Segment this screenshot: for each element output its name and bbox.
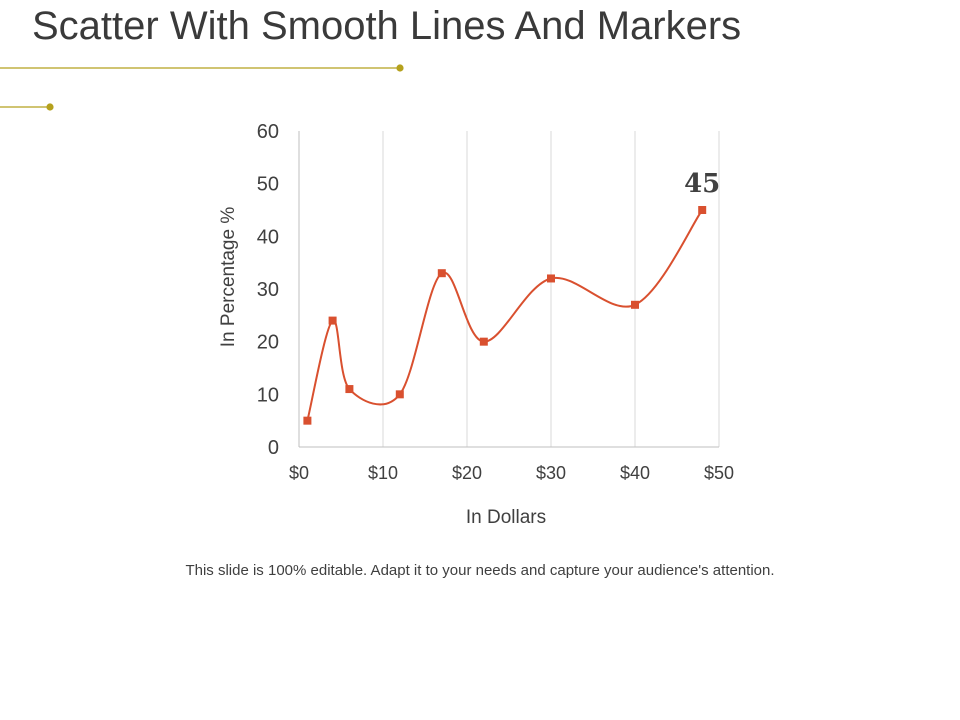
y-tick-label: 10 xyxy=(257,384,279,406)
data-label: 45 xyxy=(684,169,720,199)
y-tick-label: 40 xyxy=(257,226,279,248)
x-tick-label: $40 xyxy=(620,463,650,483)
x-tick-label: $10 xyxy=(368,463,398,483)
data-point-marker xyxy=(547,274,555,283)
data-point-marker xyxy=(631,300,639,309)
x-tick-label: $30 xyxy=(536,463,566,483)
series-layer xyxy=(303,206,707,425)
data-point-marker xyxy=(395,390,404,399)
data-point-marker xyxy=(437,269,446,278)
x-axis-title: In Dollars xyxy=(466,507,546,528)
data-point-marker xyxy=(479,337,488,346)
slide-title: Scatter With Smooth Lines And Markers xyxy=(32,4,742,48)
axis-layer xyxy=(298,131,719,448)
decoration-dot-short xyxy=(46,103,54,111)
x-tick-label: $0 xyxy=(289,463,309,483)
x-tick-label: $20 xyxy=(452,463,482,483)
y-tick-label: 0 xyxy=(268,437,279,459)
y-tick-label: 20 xyxy=(257,332,279,354)
series-line xyxy=(306,209,704,421)
scatter-chart: 0 10 20 30 40 50 60 $0 $10 $20 $30 $40 $50 In Dollar… xyxy=(218,121,734,528)
y-axis-title: In Percentage % xyxy=(218,207,239,348)
annotation-layer: 45 xyxy=(684,169,720,199)
data-point-marker xyxy=(698,206,707,214)
x-tick-label: $50 xyxy=(704,463,734,483)
data-point-marker xyxy=(345,385,354,394)
y-tick-label: 60 xyxy=(257,121,279,143)
title-decoration xyxy=(0,64,404,111)
decoration-dot-long xyxy=(396,64,404,72)
y-tick-label: 50 xyxy=(257,174,279,196)
data-point-marker xyxy=(303,416,312,425)
data-point-marker xyxy=(328,316,337,325)
grid-layer xyxy=(382,131,720,447)
tick-labels: 0 10 20 30 40 50 60 $0 $10 $20 $30 $40 $50 xyxy=(257,121,734,483)
slide-caption: This slide is 100% editable. Adapt it to… xyxy=(185,562,775,579)
y-tick-label: 30 xyxy=(257,279,279,301)
